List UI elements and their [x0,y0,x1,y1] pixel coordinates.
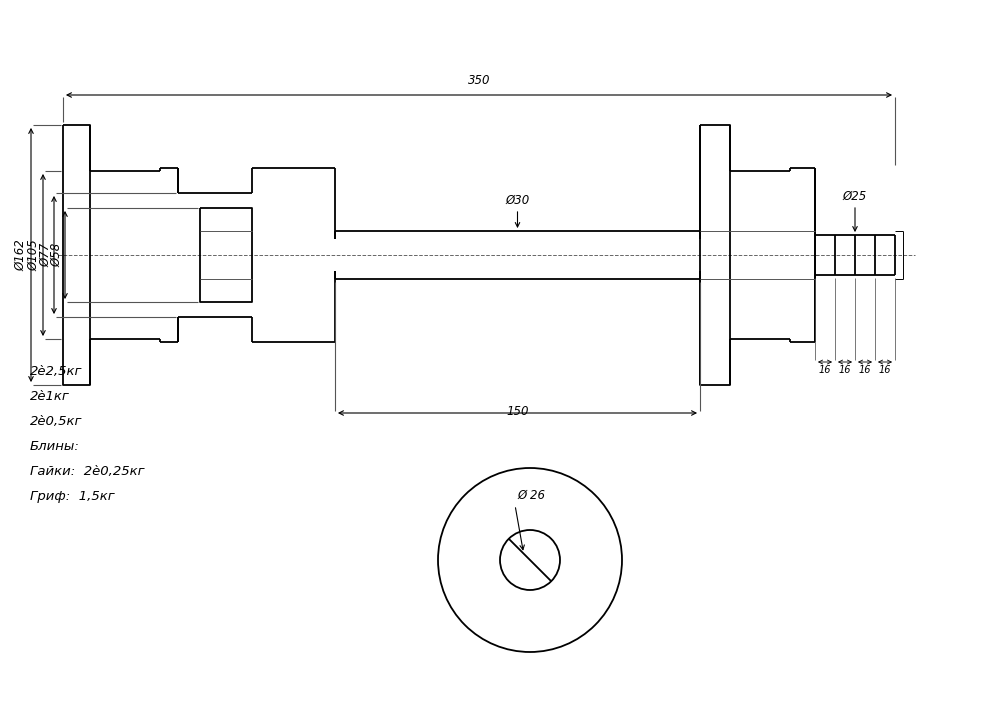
Text: 16: 16 [819,365,831,375]
Text: 16: 16 [839,365,851,375]
Text: Ø77: Ø77 [39,243,52,267]
Text: 2ѐ2,5кг: 2ѐ2,5кг [30,365,83,378]
Text: Ø162: Ø162 [14,239,27,271]
Text: 2ѐ0,5кг: 2ѐ0,5кг [30,415,83,428]
Text: Ø30: Ø30 [505,194,530,207]
Text: Гриф:  1,5кг: Гриф: 1,5кг [30,490,114,503]
Text: Гайки:  2ѐ0,25кг: Гайки: 2ѐ0,25кг [30,465,144,478]
Text: Ø25: Ø25 [843,190,867,203]
Text: 16: 16 [859,365,872,375]
Text: 2ѐ1кг: 2ѐ1кг [30,390,70,403]
Text: 16: 16 [879,365,892,375]
Text: Ø105: Ø105 [27,239,40,271]
Text: 150: 150 [506,405,529,418]
Text: Ø 26: Ø 26 [517,489,545,502]
Text: Блины:: Блины: [30,440,80,453]
Text: Ø58: Ø58 [50,243,63,267]
Text: 350: 350 [468,74,490,87]
